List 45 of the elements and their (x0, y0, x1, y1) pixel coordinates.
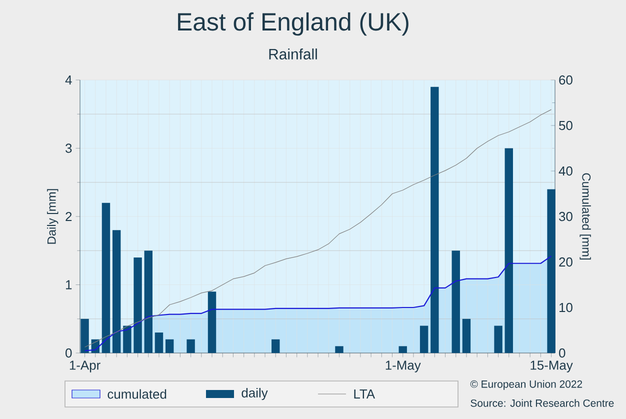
bar (154, 332, 164, 353)
y-tick-label: 2 (66, 212, 72, 222)
bar (165, 339, 174, 353)
legend-label: LTA (354, 390, 376, 398)
y2-tick-label: 10 (560, 302, 572, 312)
x-tick-label: 1-May (386, 360, 421, 372)
bar (134, 257, 142, 353)
chart-subtitle: Rainfall (269, 48, 317, 60)
x-tick-label: 15-May (530, 360, 573, 372)
y2-tick-label: 50 (559, 120, 572, 130)
bar (494, 326, 502, 353)
y2-tick-label: 30 (559, 212, 572, 222)
bar (547, 189, 556, 353)
bar (123, 326, 132, 353)
bar (420, 326, 428, 353)
bar (102, 202, 110, 353)
bar (208, 292, 216, 353)
bar (186, 339, 195, 353)
text: © European Union 2022 (470, 380, 582, 390)
bar (430, 86, 439, 353)
bar (504, 148, 513, 353)
y-tick-label: 1 (66, 280, 72, 290)
y2-tick-label: 60 (559, 75, 572, 85)
y-axis-title: Daily [mm] (47, 189, 58, 244)
bar (112, 230, 121, 353)
bar (452, 250, 460, 353)
y-tick-label: 0 (66, 348, 72, 358)
y2-axis-title: Cumulated [mm] (580, 173, 591, 260)
bar (398, 346, 407, 353)
bar (80, 318, 89, 353)
y2-tick-label: 20 (559, 257, 572, 267)
bar (335, 346, 344, 353)
bar (462, 318, 471, 353)
bar (272, 339, 280, 353)
y-tick-label: 4 (65, 76, 72, 84)
chart-title: East of England (UK) (178, 12, 408, 36)
y2-tick-label: 0 (559, 348, 566, 358)
legend-label: cumulated (108, 389, 166, 399)
y2-tick-label: 40 (558, 166, 572, 176)
source-note: Source: Joint Research Centre (470, 399, 614, 407)
bar (144, 250, 152, 353)
y-tick-label: 3 (66, 144, 72, 153)
legend-label: daily (242, 388, 268, 400)
x-tick-label: 1-Apr (70, 360, 100, 372)
line-series (84, 109, 552, 348)
